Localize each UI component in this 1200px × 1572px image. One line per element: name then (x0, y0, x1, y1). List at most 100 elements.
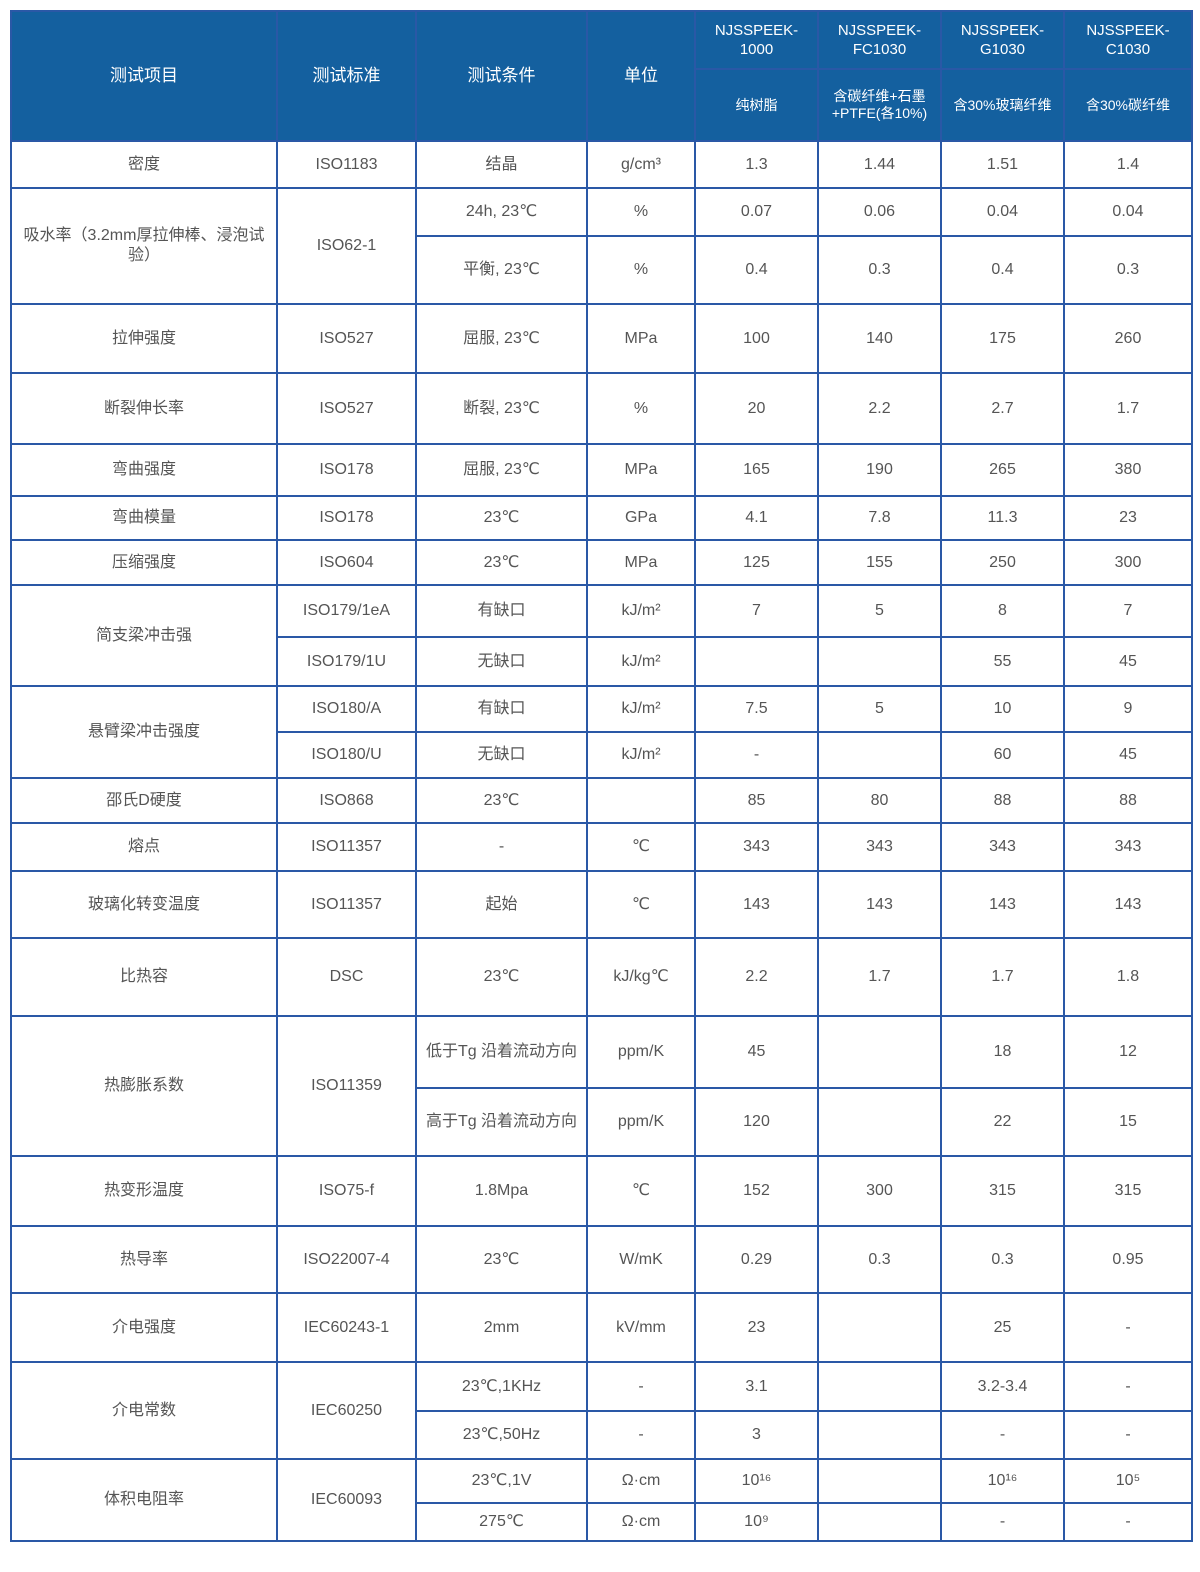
unit: g/cm³ (586, 140, 696, 189)
test-condition: 高于Tg 沿着流动方向 (415, 1087, 588, 1157)
unit: ℃ (586, 1155, 696, 1227)
unit: MPa (586, 303, 696, 374)
value-cell: 190 (817, 443, 942, 497)
value-cell: 0.3 (817, 235, 942, 305)
unit: Ω·cm (586, 1502, 696, 1542)
test-standard: ISO604 (276, 539, 417, 586)
value-cell: 20 (694, 372, 819, 445)
value-cell: 45 (694, 1015, 819, 1089)
header-condition: 测试条件 (415, 10, 588, 142)
test-condition: 低于Tg 沿着流动方向 (415, 1015, 588, 1089)
unit: - (586, 1410, 696, 1460)
test-standard: ISO179/1eA (276, 584, 417, 638)
unit: ℃ (586, 822, 696, 872)
value-cell: - (940, 1502, 1065, 1542)
value-cell: 0.4 (940, 235, 1065, 305)
test-item: 压缩强度 (10, 539, 278, 586)
test-condition: 23℃ (415, 495, 588, 541)
value-cell: 1.7 (817, 937, 942, 1017)
value-cell: 380 (1063, 443, 1193, 497)
value-cell: 0.07 (694, 187, 819, 237)
header-model-desc: 含碳纤维+石墨+PTFE(各10%) (817, 68, 942, 142)
value-cell: 0.04 (940, 187, 1065, 237)
table-row: 275℃ Ω·cm 10⁹ - - (11, 1502, 1193, 1542)
test-item: 断裂伸长率 (10, 372, 278, 445)
value-cell: 175 (940, 303, 1065, 374)
value-cell: 0.3 (940, 1225, 1065, 1294)
value-cell: 45 (1063, 636, 1193, 687)
test-item: 弯曲模量 (10, 495, 278, 541)
test-standard: ISO75-f (276, 1155, 417, 1227)
test-standard: ISO179/1U (276, 636, 417, 687)
value-cell: 1.3 (694, 140, 819, 189)
table-row: 介电常数 IEC60250 23℃,1KHz -3.1 3.2-3.4- (10, 1361, 1193, 1460)
unit: W/mK (586, 1225, 696, 1294)
unit: % (586, 372, 696, 445)
test-condition: 23℃,50Hz (415, 1410, 588, 1460)
value-cell: 8 (940, 584, 1065, 638)
unit: kV/mm (586, 1292, 696, 1363)
unit: ppm/K (586, 1015, 696, 1089)
value-cell: 18 (940, 1015, 1065, 1089)
value-cell: 11.3 (940, 495, 1065, 541)
table-row: 介电强度 IEC60243-1 2mm kV/mm 23 25- (10, 1292, 1193, 1363)
value-cell: 315 (940, 1155, 1065, 1227)
header-model-name: NJSSPEEK-1000 (694, 10, 819, 70)
test-item: 热膨胀系数 (10, 1015, 278, 1157)
test-standard: ISO527 (276, 372, 417, 445)
test-item: 玻璃化转变温度 (10, 870, 278, 939)
value-cell: 25 (940, 1292, 1065, 1363)
header-model-desc: 纯树脂 (694, 68, 819, 142)
value-cell: 250 (940, 539, 1065, 586)
value-cell: 10⁹ (694, 1502, 819, 1542)
header-model-name: NJSSPEEK-G1030 (940, 10, 1065, 70)
value-cell: 143 (940, 870, 1065, 939)
table-row: 悬臂梁冲击强度 ISO180/A 有缺口 kJ/m² 7.5 5 10 9 (10, 685, 1193, 779)
value-cell: 12 (1063, 1015, 1193, 1089)
value-cell (694, 636, 819, 687)
unit: Ω·cm (586, 1458, 696, 1504)
test-standard: ISO527 (276, 303, 417, 374)
test-standard: ISO180/A (276, 685, 417, 733)
value-cell (817, 1410, 942, 1460)
test-standard: ISO178 (276, 495, 417, 541)
value-cell: 1.8 (1063, 937, 1193, 1017)
test-item: 悬臂梁冲击强度 (10, 685, 278, 779)
value-cell: 88 (940, 777, 1065, 824)
value-cell: 0.3 (1063, 235, 1193, 305)
test-item: 介电强度 (10, 1292, 278, 1363)
unit: kJ/m² (586, 731, 696, 779)
value-cell: 23 (1063, 495, 1193, 541)
value-cell: 300 (1063, 539, 1193, 586)
test-condition: 有缺口 (415, 584, 588, 638)
test-standard: ISO178 (276, 443, 417, 497)
unit: MPa (586, 539, 696, 586)
value-cell: 7.5 (694, 685, 819, 733)
test-standard: ISO1183 (276, 140, 417, 189)
test-condition: 275℃ (415, 1502, 588, 1542)
unit: ppm/K (586, 1087, 696, 1157)
value-cell: 80 (817, 777, 942, 824)
value-cell: 1.51 (940, 140, 1065, 189)
unit: % (586, 235, 696, 305)
header-model-name: NJSSPEEK-FC1030 (817, 10, 942, 70)
test-item: 比热容 (10, 937, 278, 1017)
value-cell: 3.2-3.4 (940, 1361, 1065, 1412)
value-cell (817, 1292, 942, 1363)
value-cell: 15 (1063, 1087, 1193, 1157)
value-cell: 85 (694, 777, 819, 824)
value-cell: - (1063, 1361, 1193, 1412)
value-cell (817, 1015, 942, 1089)
table-row: 弯曲强度 ISO178 屈服, 23℃ MPa 165 190 265 380 (10, 443, 1193, 497)
test-standard: IEC60093 (276, 1458, 417, 1542)
header-item: 测试项目 (10, 10, 278, 142)
value-cell: 10¹⁶ (694, 1458, 819, 1504)
table-row: 玻璃化转变温度 ISO11357 起始 ℃ 143 143 143 143 (10, 870, 1193, 939)
value-cell: 4.1 (694, 495, 819, 541)
header-model-name: NJSSPEEK-C1030 (1063, 10, 1193, 70)
test-condition: 24h, 23℃ (415, 187, 588, 237)
table-row: 热导率 ISO22007-4 23℃ W/mK 0.29 0.3 0.3 0.95 (10, 1225, 1193, 1294)
table-row: 拉伸强度 ISO527 屈服, 23℃ MPa 100 140 175 260 (10, 303, 1193, 374)
test-item: 吸水率（3.2mm厚拉伸棒、浸泡试验） (10, 187, 278, 305)
value-cell: - (694, 731, 819, 779)
